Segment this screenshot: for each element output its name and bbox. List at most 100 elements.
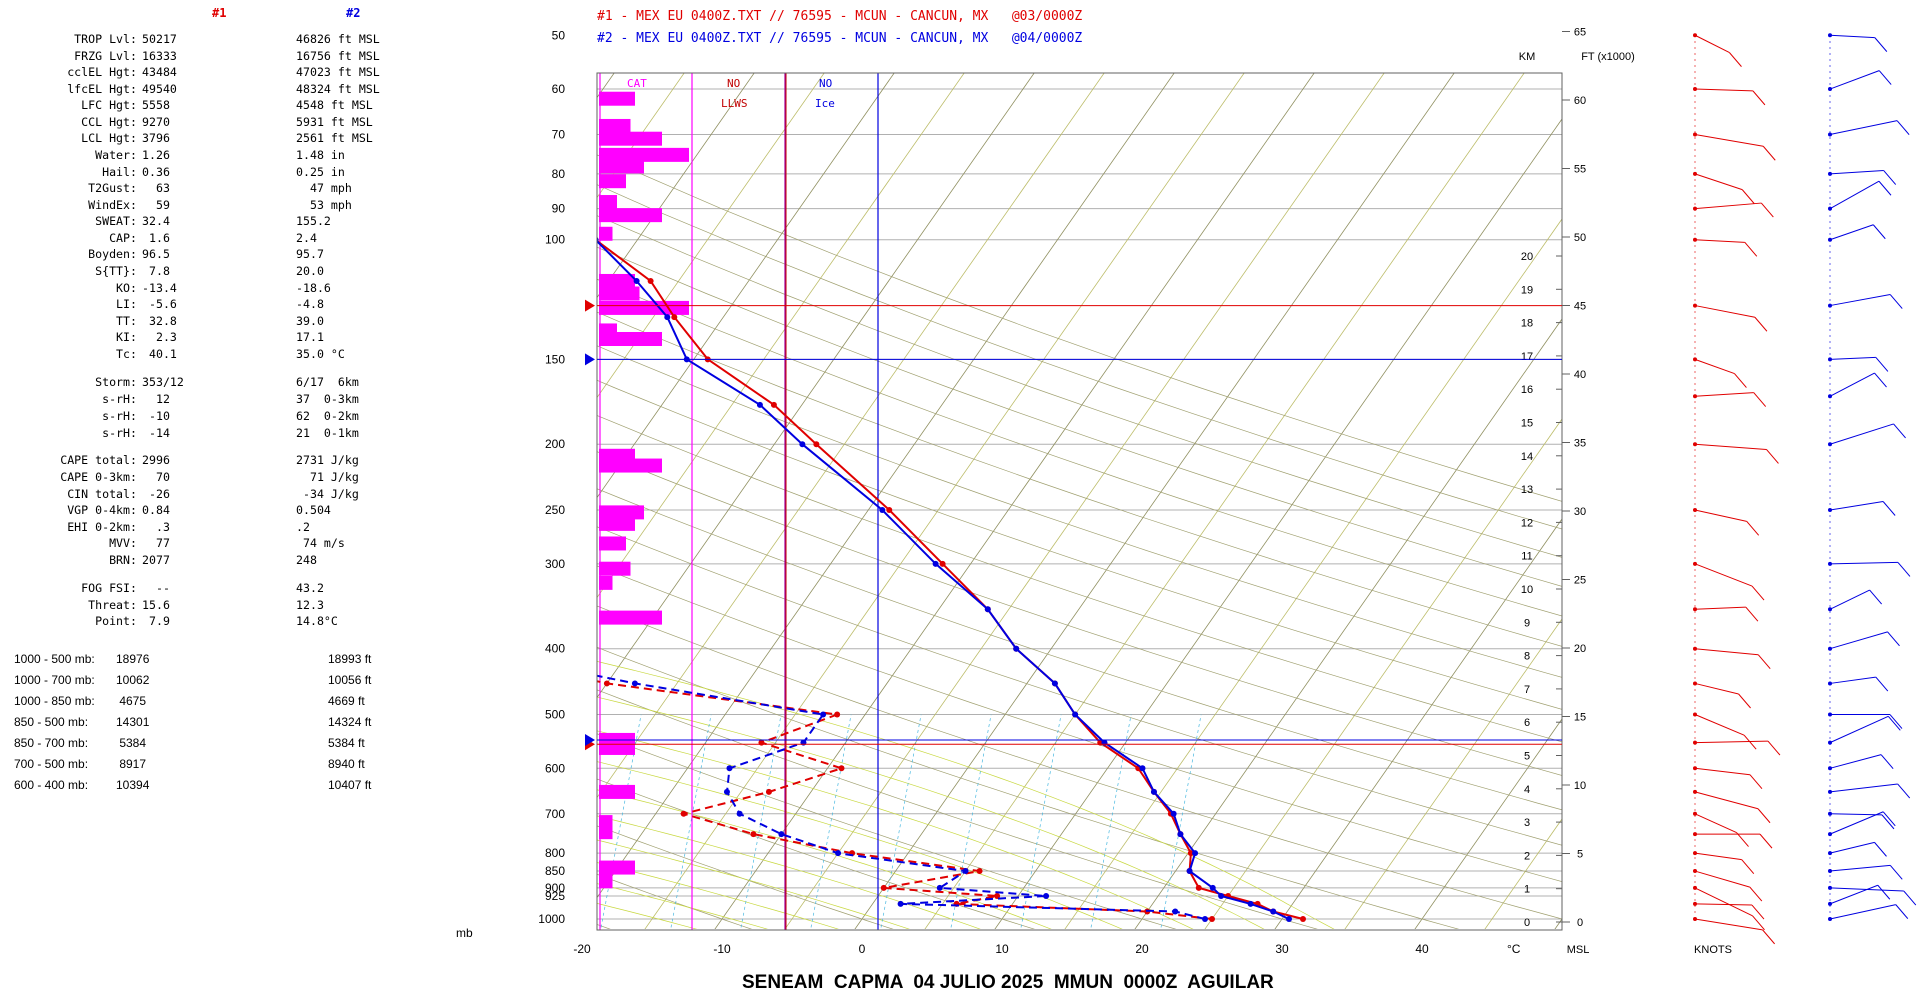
dewpoint-point [838,765,845,772]
param-row: CAP: 1.6 2.4 [0,231,500,247]
wind-barb-base [1828,851,1832,856]
wind-barb-base [1693,206,1697,211]
param-row-label: LFC Hgt: [81,98,137,112]
km-tick-label: 10 [1521,584,1533,596]
wind-barb-staff [1829,754,1882,769]
thickness-row-value2: 10407 ft [328,778,372,792]
ft-tick-label: 15 [1574,712,1586,724]
mixing-ratio-line [1020,714,1062,929]
series1-header: #1 [212,6,227,20]
pressure-tick-label: 500 [545,708,565,722]
param-row-value1: 353/12 [142,375,184,389]
wind-barb-base [1693,832,1697,837]
param-row-label: s-rH: [102,409,137,423]
wind-barb-staff [1694,563,1753,587]
moist-adiabat [597,815,981,929]
cat-bar [599,174,626,189]
wind-barb-base [1693,681,1697,686]
temperature-point [770,401,777,408]
wind-barb-staff [1829,501,1884,511]
ft-tick-label: 10 [1574,780,1586,792]
isotherm-line [1414,718,1562,929]
temperature-point [1247,900,1254,907]
temperature-point [1139,765,1146,772]
isotherm-line [597,73,685,199]
wind-barb-base [1693,811,1697,816]
param-row-label: lfcEL Hgt: [67,82,137,96]
wind-barb-feather [1875,676,1889,692]
param-row: LCL Hgt: 3796 2561 ft MSL [0,131,500,147]
param-row-value1: 63 [142,181,170,195]
wind-barb-base [1828,237,1832,242]
thickness-row-label: 850 - 500 mb: [14,715,89,729]
wind-barb-feather [1896,120,1910,135]
cat-bar [599,825,613,840]
wind-barb-base [1693,508,1697,513]
wind-barb-base [1828,885,1832,890]
param-row-value2: 4548 ft MSL [296,98,373,112]
wind-barb-feather [1874,372,1887,388]
wind-barb-base [1693,789,1697,794]
km-tick-label: 9 [1524,617,1530,629]
km-tick-label: 19 [1521,284,1533,296]
wind-barb-base [1828,869,1832,874]
wind-barb-feather [1762,929,1775,945]
wind-barb-feather [1897,562,1911,577]
cat-bar [599,208,662,223]
param-row: Hail: 0.36 0.25 in [0,165,500,181]
thickness-row-label: 1000 - 850 mb: [14,694,95,708]
param-row-value1: 2077 [142,553,170,567]
param-row-value2: 5931 ft MSL [296,115,373,129]
dewpoint-point [530,606,536,612]
ft-tick-label: 30 [1574,506,1586,518]
wind-barb-staff [1694,88,1753,92]
wind-barb-feather [1767,740,1781,756]
ft-tick-label: 55 [1574,164,1586,176]
param-row-value1: 1.6 [142,231,170,245]
param-row-value2: 248 [296,553,317,567]
temperature-unit-label: °C [1507,942,1521,956]
wind-barb-base [1693,851,1697,856]
isotherm-line [714,73,1315,929]
cat-bar [599,458,662,473]
dry-adiabat [597,825,894,929]
pressure-tick-label: 80 [552,167,566,181]
km-axis-title: KM [1519,51,1536,63]
param-row-value1: 32.8 [142,314,177,328]
dewpoint-point [962,868,969,875]
wind-barb-staff [1694,509,1747,522]
km-tick-label: 6 [1524,717,1530,729]
ft-tick-label: 35 [1574,438,1586,450]
temperature-tick-label: -10 [713,942,731,956]
param-row-label: CAPE total: [60,453,137,467]
cat-bar [599,195,617,210]
param-row-value1: -- [142,581,170,595]
wind-barb-feather [1903,890,1917,906]
isotherm-line [597,73,1105,799]
wind-barb-staff [1694,740,1768,744]
pressure-tick-label: 300 [545,557,565,571]
wind-barb-base [1828,832,1832,837]
temperature-tick-label: 40 [1415,942,1429,956]
param-row-value1: 3796 [142,131,170,145]
wind-barb-base [1828,811,1832,816]
param-row-value1: 0.36 [142,165,170,179]
chart-title: SENEAM CAPMA 04 JULIO 2025 MMUN 0000Z AG… [742,972,1274,993]
param-row-value1: -10 [142,409,170,423]
temperature-point [1150,788,1157,795]
pressure-tick-label: 1000 [538,912,565,926]
wind-barb-feather [1877,884,1891,900]
wind-barb-feather [1874,37,1888,52]
wind-barb-base [1693,869,1697,874]
wind-barb-feather [1883,170,1897,185]
msl-label: MSL [1567,944,1590,956]
wind-barb-feather [1889,865,1903,880]
param-row-value2: 14.8°C [296,614,338,628]
temperature-point [597,237,599,243]
temperature-point [1300,916,1306,922]
wind-barb-staff [1694,767,1751,776]
param-row-label: s-rH: [102,392,137,406]
pressure-tick-label: 100 [545,233,565,247]
param-row-label: S{TT}: [95,264,137,278]
